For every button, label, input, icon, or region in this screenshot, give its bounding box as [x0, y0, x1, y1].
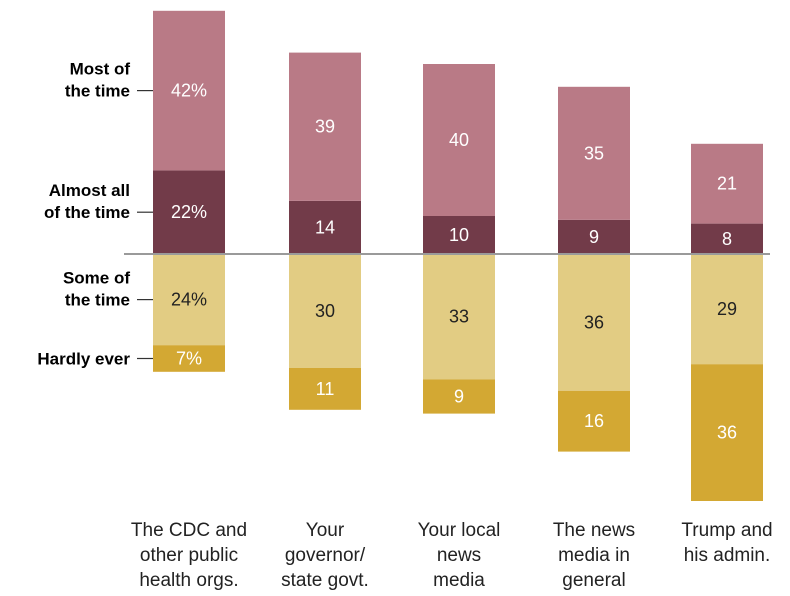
- data-label: 39: [315, 117, 335, 137]
- data-label: 40: [449, 130, 469, 150]
- data-label: 8: [722, 229, 732, 249]
- category-label: The news: [553, 520, 635, 541]
- category-label: news: [437, 545, 481, 566]
- data-label: 21: [717, 174, 737, 194]
- data-label: 9: [454, 387, 464, 407]
- legend-label: Some of: [63, 269, 130, 288]
- category-label: state govt.: [281, 570, 369, 591]
- data-label: 30: [315, 301, 335, 321]
- legend-label: the time: [65, 291, 130, 310]
- data-label: 24%: [171, 290, 207, 310]
- category-label: health orgs.: [139, 570, 238, 591]
- category-labels: The CDC and other public health orgs. Your g…: [131, 520, 773, 591]
- legend-label: Most of: [70, 60, 131, 79]
- data-label: 35: [584, 143, 604, 163]
- data-label: 10: [449, 225, 469, 245]
- category-label: Your: [306, 520, 345, 541]
- category-label: media in: [558, 545, 630, 566]
- category-label: his admin.: [684, 545, 771, 566]
- data-label: 14: [315, 217, 335, 237]
- category-label: governor/: [285, 545, 366, 566]
- data-label: 36: [584, 312, 604, 332]
- data-label: 33: [449, 307, 469, 327]
- data-label: 36: [717, 423, 737, 443]
- category-label: other public: [140, 545, 238, 566]
- data-label: 7%: [176, 349, 202, 369]
- legend-label: Almost all: [49, 181, 130, 200]
- legend: Almost all of the time Most of the time Some…: [37, 60, 153, 369]
- data-label: 11: [316, 379, 335, 399]
- data-label: 42%: [171, 81, 207, 101]
- category-label: Trump and: [681, 520, 772, 541]
- category-label: media: [433, 570, 485, 591]
- legend-label: of the time: [44, 203, 130, 222]
- data-label: 29: [717, 299, 737, 319]
- data-label: 9: [589, 227, 599, 247]
- legend-label: Hardly ever: [37, 350, 130, 369]
- category-label: Your local: [418, 520, 501, 541]
- category-label: general: [562, 570, 625, 591]
- data-label: 22%: [171, 202, 207, 222]
- bars-layer: 22% 42% 24% 7% 14 39 30 11 10 40 33 9 9 35 36 16 8 21 29 36: [153, 11, 763, 501]
- legend-label: the time: [65, 82, 130, 101]
- data-label: 16: [584, 411, 604, 431]
- category-label: The CDC and: [131, 520, 247, 541]
